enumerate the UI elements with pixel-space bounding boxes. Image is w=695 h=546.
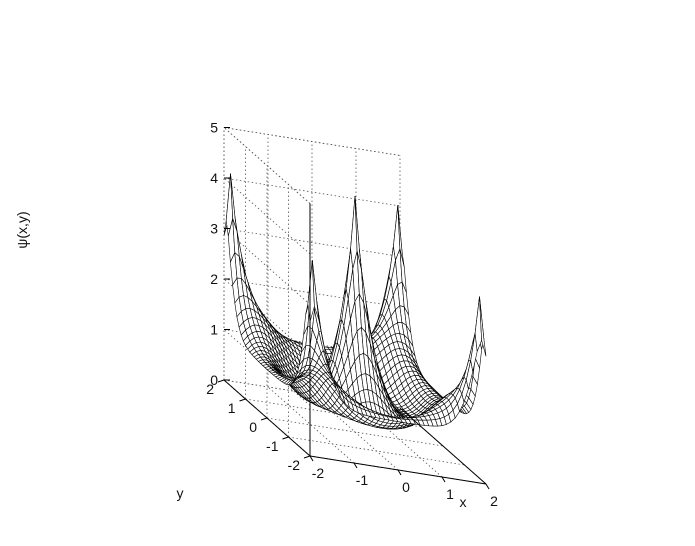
y-tick-label: 1 [228, 400, 236, 416]
x-tick [309, 455, 314, 462]
grid-line [223, 177, 401, 207]
x-tick-label: 2 [490, 493, 498, 509]
y-axis-label: y [177, 485, 184, 501]
grid-line [223, 228, 401, 257]
x-axis-label: x [460, 494, 467, 510]
grid-line [223, 278, 311, 356]
grid-line [266, 417, 444, 447]
x-tick-label: 0 [402, 479, 410, 495]
y-tick-label: -1 [266, 438, 279, 454]
x-tick-label: -1 [356, 472, 369, 488]
surface-patch [479, 296, 487, 357]
grid-line [223, 228, 311, 305]
x-tick [397, 469, 402, 476]
z-axis-label: ψ(x,y) [14, 211, 30, 248]
z-tick-label: 5 [210, 120, 218, 136]
z-tick-label: 0 [210, 372, 218, 388]
surface-mesh [223, 173, 487, 430]
x-tick [485, 483, 490, 490]
z-tick-label: 2 [210, 271, 218, 287]
x-tick [441, 476, 446, 483]
grid-line [223, 177, 311, 255]
grid-line [288, 436, 465, 466]
z-tick-label: 3 [210, 221, 218, 237]
y-tick [217, 379, 225, 383]
x-far-edge [399, 407, 487, 485]
y-tick-label: -2 [288, 457, 301, 473]
y-tick-label: 2 [206, 381, 214, 397]
grid-line [223, 127, 311, 204]
y-tick [239, 398, 246, 402]
grid-line [355, 400, 443, 478]
y-tick [260, 417, 268, 421]
x-tick-label: 1 [446, 486, 454, 502]
y-tick-label: 0 [249, 419, 257, 435]
x-tick-label: -2 [312, 465, 325, 481]
z-tick-label: 1 [210, 322, 218, 338]
grid-line [223, 127, 401, 156]
y-tick [282, 436, 289, 440]
z-tick-label: 4 [210, 170, 218, 186]
y-tick [303, 455, 311, 459]
x-tick [353, 462, 358, 469]
